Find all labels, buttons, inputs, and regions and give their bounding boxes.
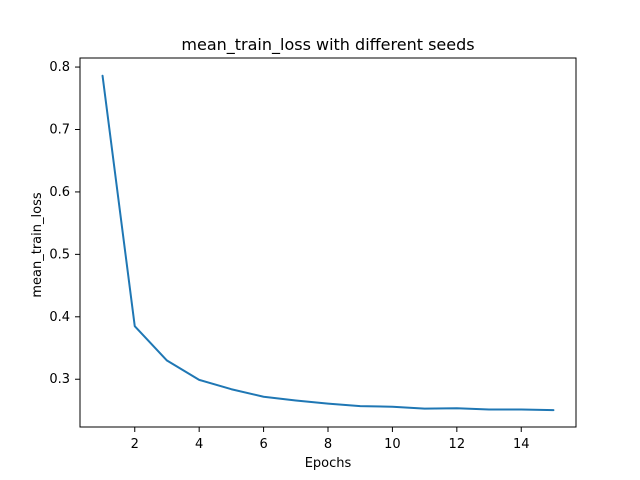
chart-title: mean_train_loss with different seeds [181, 35, 474, 55]
y-axis: 0.3 0.4 0.5 0.6 0.7 0.8 [49, 60, 80, 387]
x-tick-label-2: 2 [131, 437, 139, 452]
y-tick-label-0-7: 0.7 [49, 122, 70, 137]
plot-area [101, 74, 555, 412]
x-axis-label: Epochs [305, 456, 352, 471]
y-tick-label-0-4: 0.4 [49, 310, 70, 325]
y-tick-label-0-8: 0.8 [49, 60, 70, 75]
y-tick-label-0-6: 0.6 [49, 185, 70, 200]
y-axis-label: mean_train_loss [30, 192, 45, 297]
series-line-1 [101, 74, 555, 412]
x-tick-label-6: 6 [259, 437, 267, 452]
x-tick-label-14: 14 [513, 437, 530, 452]
x-tick-label-8: 8 [324, 437, 332, 452]
y-tick-label-0-3: 0.3 [49, 372, 70, 387]
x-tick-label-4: 4 [195, 437, 203, 452]
x-tick-label-10: 10 [384, 437, 401, 452]
y-tick-label-0-5: 0.5 [49, 247, 70, 262]
x-tick-label-12: 12 [449, 437, 466, 452]
x-axis: 2 4 6 8 10 12 14 [131, 427, 530, 452]
